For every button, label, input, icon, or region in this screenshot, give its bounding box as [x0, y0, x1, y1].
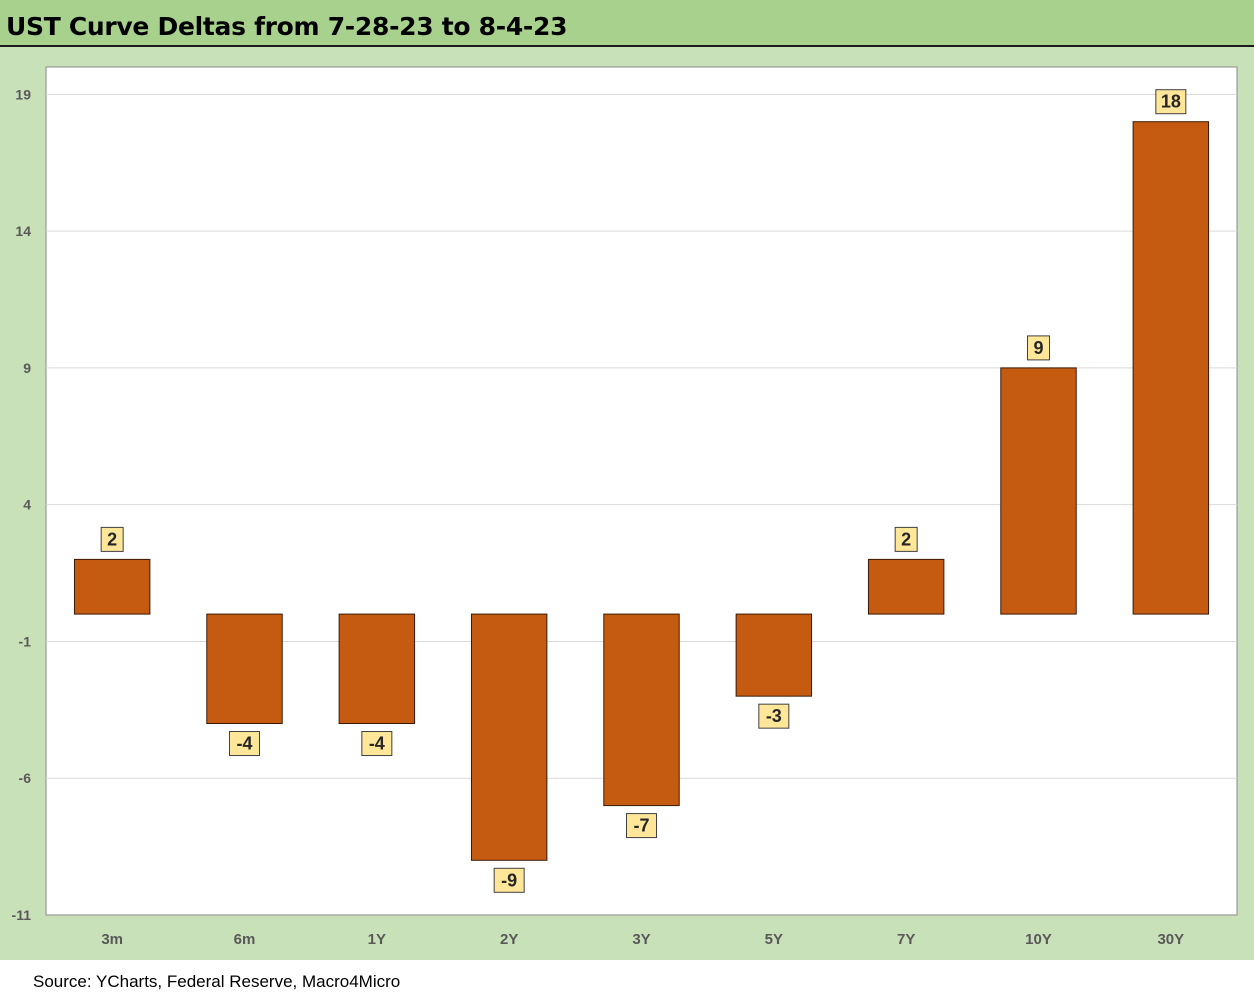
chart-title: UST Curve Deltas from 7-28-23 to 8-4-23: [6, 12, 568, 41]
data-label-box: [1027, 335, 1050, 361]
y-tick-label: 14: [15, 223, 31, 239]
x-tick-label: 3Y: [632, 931, 650, 948]
data-label: 2: [901, 529, 911, 549]
bar-2Y: [470, 613, 548, 861]
y-tick-label: -11: [12, 907, 32, 923]
data-label-box: [493, 867, 525, 893]
y-tick-label: 9: [23, 360, 31, 376]
y-axis-ticks: 19 14 9 4 -1 -6 -11: [12, 86, 32, 923]
x-tick-label: 7Y: [897, 931, 915, 948]
bar-5Y: [735, 613, 813, 697]
bars: [73, 121, 1210, 861]
data-label: 9: [1033, 338, 1043, 358]
data-label: 2: [107, 529, 117, 549]
data-label-box: [626, 813, 657, 839]
data-label: -4: [236, 734, 252, 754]
data-label: -4: [369, 734, 385, 754]
data-label-box: [361, 731, 393, 757]
data-label-box: [1155, 89, 1187, 115]
data-label-box: [229, 731, 260, 757]
data-label: -9: [501, 870, 517, 890]
data-label: 18: [1161, 92, 1181, 112]
x-tick-label: 6m: [234, 931, 256, 948]
bar-10Y: [1000, 367, 1077, 615]
bar-chart: 19 14 9 4 -1 -6 -11 2 -4 -4 -9 -7 -3 2 9 18 3m 6m 1Y 2Y 3Y…: [12, 66, 1238, 948]
data-label-box: [758, 703, 790, 729]
data-label: -3: [766, 706, 782, 726]
y-tick-label: -6: [19, 770, 32, 786]
data-label-box: [100, 526, 124, 552]
x-tick-label: 3m: [101, 931, 123, 948]
bar-1Y: [338, 613, 416, 725]
data-label: -7: [633, 816, 649, 836]
x-tick-label: 5Y: [765, 931, 783, 948]
bar-7Y: [867, 558, 945, 615]
x-tick-label: 10Y: [1025, 931, 1052, 948]
y-tick-label: -1: [19, 633, 32, 649]
footer: Source: YCharts, Federal Reserve, Macro4…: [0, 960, 1254, 1000]
data-labels: 2 -4 -4 -9 -7 -3 2 9 18: [100, 89, 1187, 893]
title-bar: UST Curve Deltas from 7-28-23 to 8-4-23: [0, 0, 1254, 47]
bar-3m: [73, 558, 151, 615]
bar-30Y: [1132, 121, 1210, 615]
data-label-box: [894, 526, 918, 552]
x-axis-ticks: 3m 6m 1Y 2Y 3Y 5Y 7Y 10Y 30Y: [101, 931, 1184, 948]
x-tick-label: 2Y: [500, 931, 518, 948]
source-note: Source: YCharts, Federal Reserve, Macro4…: [33, 972, 401, 991]
y-tick-label: 4: [23, 497, 31, 513]
bar-6m: [206, 613, 283, 725]
x-tick-label: 1Y: [368, 931, 386, 948]
x-tick-label: 30Y: [1157, 931, 1184, 948]
bar-3Y: [603, 613, 680, 807]
y-tick-label: 19: [15, 86, 31, 102]
